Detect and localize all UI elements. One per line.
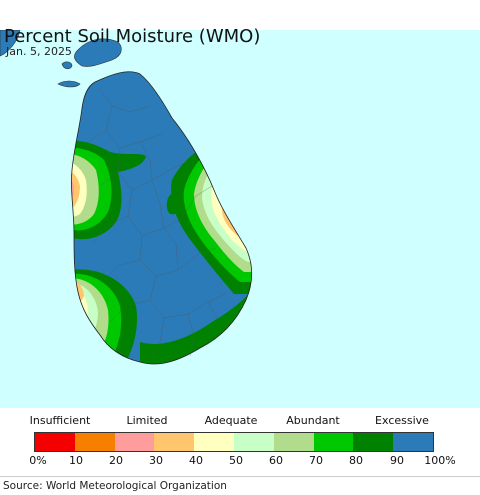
soil-moisture-map (0, 30, 253, 365)
legend-category-label: Insufficient (29, 414, 91, 427)
legend-swatch (233, 433, 274, 451)
legend-color-bar (34, 432, 434, 452)
legend-swatch (313, 433, 354, 451)
legend-swatch (353, 433, 394, 451)
zone-nw-limited (71, 166, 80, 212)
mannar-island (57, 80, 81, 88)
legend-tick-label: 10 (69, 454, 83, 467)
legend-tick-label: 100% (424, 454, 456, 467)
map-title: Percent Soil Moisture (WMO) (4, 26, 261, 47)
legend-swatch (194, 433, 234, 451)
legend-swatch (393, 433, 433, 451)
legend-tick-label: 20 (109, 454, 123, 467)
legend-swatch (154, 433, 195, 451)
map-area: Percent Soil Moisture (WMO) Jan. 5, 2025 (0, 26, 480, 408)
mainland-landmass (0, 30, 21, 57)
jaffna-peninsula (74, 38, 122, 67)
district-boundaries (87, 89, 227, 361)
legend-category-label: Abundant (286, 414, 340, 427)
legend-tick-label: 80 (349, 454, 363, 467)
legend-tick-label: 70 (309, 454, 323, 467)
legend-tick-label: 40 (189, 454, 203, 467)
legend-category-label: Limited (126, 414, 168, 427)
legend-swatch (35, 433, 75, 451)
legend-category-label: Adequate (204, 414, 258, 427)
legend-tick-label: 90 (390, 454, 404, 467)
legend-categories: Insufficient Limited Adequate Abundant E… (0, 414, 480, 430)
legend-tick-label: 0% (29, 454, 47, 467)
legend-category-label: Excessive (375, 414, 429, 427)
legend-tick-label: 60 (269, 454, 283, 467)
legend-ticks: 0% 10 20 30 40 50 60 70 80 90 100% (0, 454, 480, 468)
legend-swatch (273, 433, 314, 451)
source-credit: Source: World Meteorological Organizatio… (0, 476, 480, 494)
legend-tick-label: 50 (229, 454, 243, 467)
map-date: Jan. 5, 2025 (6, 45, 72, 58)
legend-tick-label: 30 (149, 454, 163, 467)
zone-central-green (166, 192, 183, 215)
legend-swatch (74, 433, 115, 451)
jaffna-islet (61, 61, 73, 70)
legend-swatch (114, 433, 155, 451)
island-coastline (71, 71, 253, 365)
